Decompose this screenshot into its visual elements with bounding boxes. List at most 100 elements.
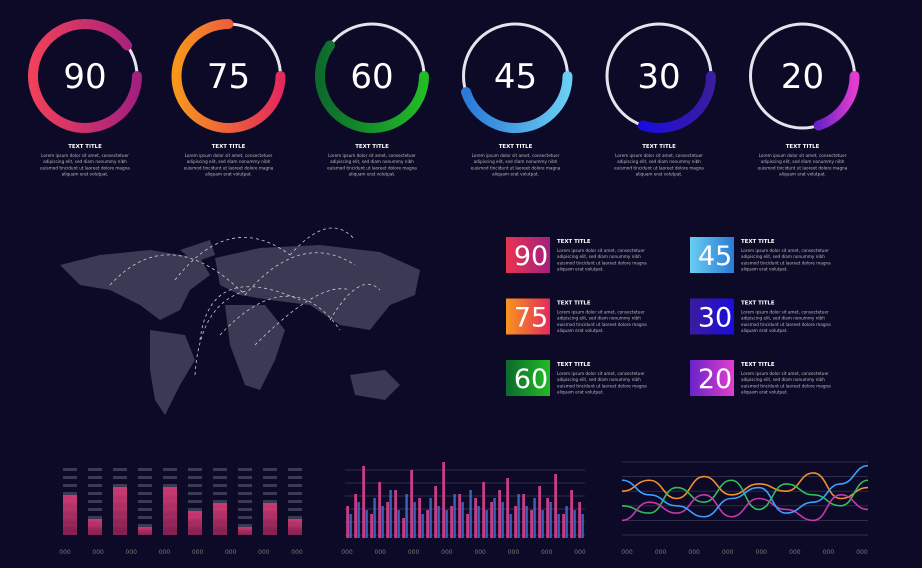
text-title: TEXT TITLE [741, 301, 775, 307]
gauge-arc [171, 19, 286, 133]
body-text: Lorem ipsum dolor sit amet, consectetuer [328, 153, 416, 158]
level-cell [238, 500, 252, 503]
level-cell [213, 476, 227, 479]
level-cell [238, 492, 252, 495]
axis-label: 000 [225, 549, 237, 556]
body-text: aliquam erat volutpat. [557, 328, 604, 333]
line-series [621, 472, 869, 500]
bar [557, 514, 560, 538]
bar [445, 510, 448, 538]
axis-label: 000 [375, 549, 387, 556]
world-map [60, 240, 420, 415]
level-bar [213, 503, 227, 535]
body-text: aliquam erat volutpat. [62, 172, 109, 177]
level-cell [188, 508, 202, 511]
gauge-value: 90 [63, 57, 106, 97]
bar [562, 514, 565, 538]
body-text: aliquam erat volutpat. [492, 172, 539, 177]
body-text: Lorem ipsum dolor sit amet, consectetuer [185, 153, 273, 158]
bar [466, 514, 469, 538]
level-cell [213, 500, 227, 503]
bar [570, 490, 573, 538]
tile [690, 360, 734, 396]
bar [442, 462, 445, 538]
tile-value: 20 [698, 364, 732, 395]
axis-label: 000 [408, 549, 420, 556]
bar [370, 514, 373, 538]
bar [373, 498, 376, 538]
level-cell [88, 500, 102, 503]
level-cell [213, 468, 227, 471]
axis-label: 000 [474, 549, 486, 556]
level-cell [213, 484, 227, 487]
level-cell [163, 484, 177, 487]
level-cell [88, 468, 102, 471]
level-cell [63, 484, 77, 487]
body-text: aliquam erat volutpat. [557, 390, 604, 395]
level-cell [213, 492, 227, 495]
text-title: TEXT TITLE [499, 144, 533, 150]
body-text: adipiscing elit, sed diam nonummy nibh [557, 377, 641, 382]
bar [365, 510, 368, 538]
level-cell [138, 492, 152, 495]
axis-label: 000 [341, 549, 353, 556]
level-bar [263, 503, 277, 535]
tile [690, 237, 734, 273]
level-cell [88, 492, 102, 495]
body-text: Lorem ipsum dolor sit amet, consectetuer [472, 153, 560, 158]
axis-label: 000 [621, 549, 633, 556]
text-title: TEXT TITLE [355, 144, 389, 150]
level-bar [188, 511, 202, 535]
bar [349, 514, 352, 538]
body-text: euismod tincidunt ut laoreet dolore magn… [741, 322, 831, 327]
bar [453, 494, 456, 538]
level-cell [238, 508, 252, 511]
axis-label: 000 [508, 549, 520, 556]
body-text: aliquam erat volutpat. [349, 172, 396, 177]
bar [501, 502, 504, 538]
bar [450, 506, 453, 538]
level-cell [288, 468, 302, 471]
bar [538, 486, 541, 538]
axis-label: 000 [789, 549, 801, 556]
bar [413, 502, 416, 538]
gauge-value: 60 [350, 57, 393, 97]
body-text: Lorem ipsum dolor sit amet, consectetuer [759, 153, 847, 158]
body-text: Lorem ipsum dolor sit amet, consectetuer [741, 310, 829, 315]
body-text: adipiscing elit, sed diam nonummy nibh [474, 159, 558, 164]
body-text: euismod tincidunt ut laoreet dolore magn… [40, 165, 130, 170]
bar [490, 502, 493, 538]
body-text: adipiscing elit, sed diam nonummy nibh [741, 316, 825, 321]
level-cell [238, 484, 252, 487]
bar [410, 470, 413, 538]
gauge-arc [461, 71, 573, 133]
axis-label: 000 [159, 549, 171, 556]
body-text: adipiscing elit, sed diam nonummy nibh [43, 159, 127, 164]
gauge-arc [813, 71, 860, 131]
bar [517, 494, 520, 538]
level-cell [188, 476, 202, 479]
level-cell [238, 516, 252, 519]
axis-label: 000 [856, 549, 868, 556]
level-cell [138, 508, 152, 511]
text-title: TEXT TITLE [557, 362, 591, 368]
bar [514, 506, 517, 538]
bar [386, 502, 389, 538]
level-bar [238, 527, 252, 535]
level-cell [188, 492, 202, 495]
body-text: aliquam erat volutpat. [557, 267, 604, 272]
axis-label: 000 [655, 549, 667, 556]
axis-label: 000 [92, 549, 104, 556]
level-bar [163, 487, 177, 535]
axis-label: 000 [258, 549, 270, 556]
body-text: euismod tincidunt ut laoreet dolore magn… [758, 165, 848, 170]
body-text: Lorem ipsum dolor sit amet, consectetuer [741, 248, 829, 253]
body-text: adipiscing elit, sed diam nonummy nibh [761, 159, 845, 164]
line-series [621, 464, 869, 518]
tile [506, 237, 550, 273]
level-cell [238, 476, 252, 479]
level-cell [238, 468, 252, 471]
bar [578, 502, 581, 538]
axis-label: 000 [126, 549, 138, 556]
